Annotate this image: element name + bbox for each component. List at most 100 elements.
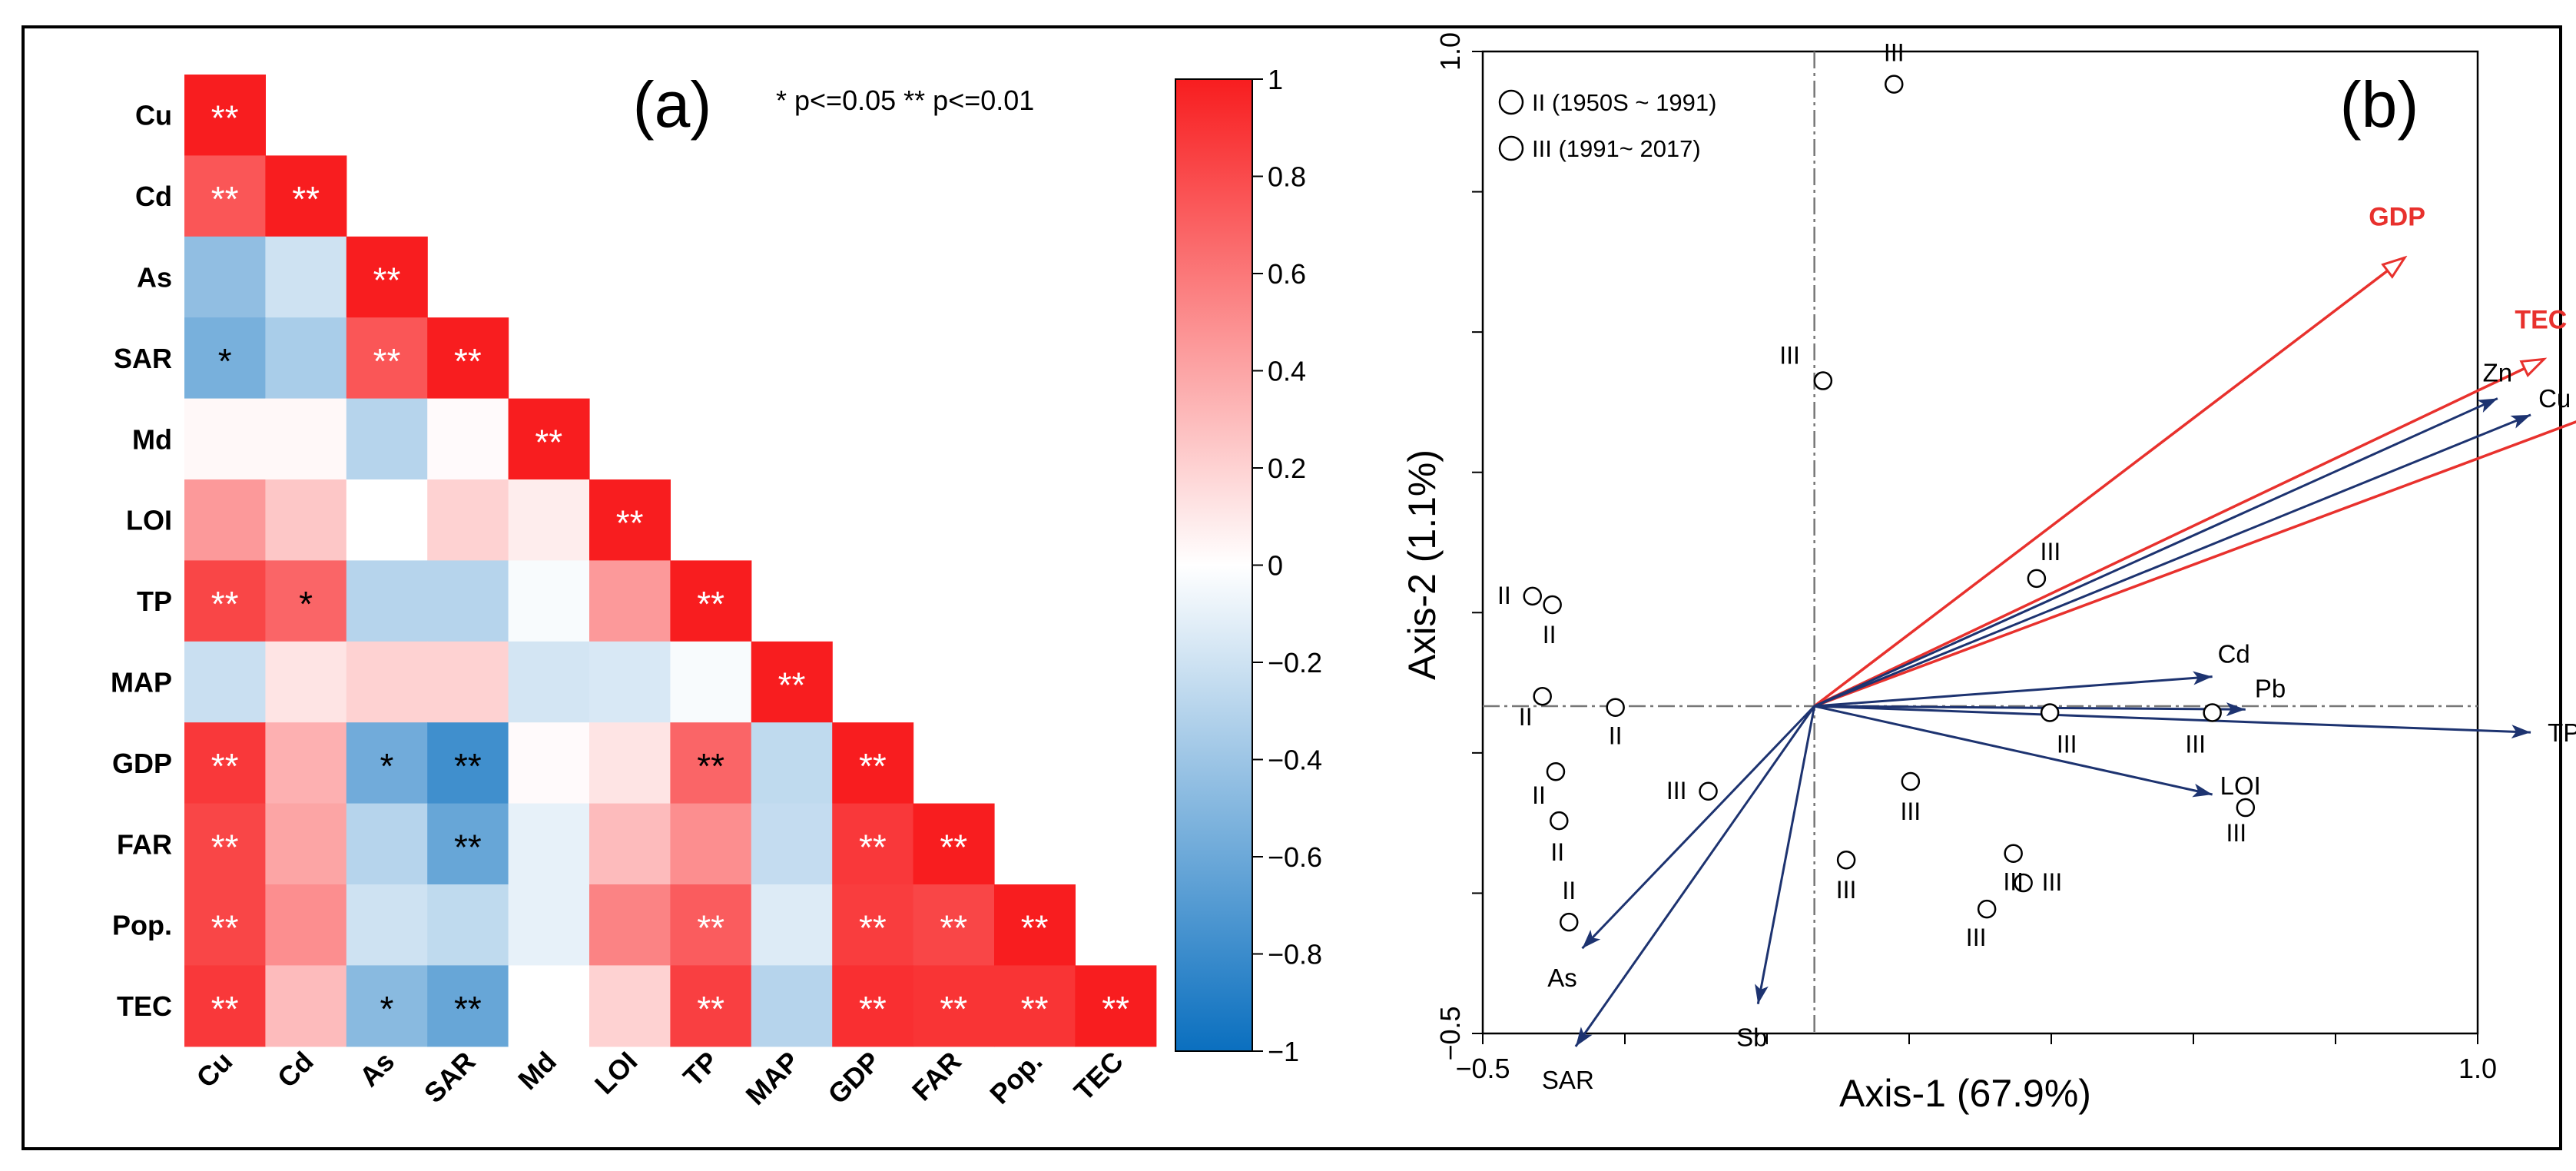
- arrow-label-Cd: Cd: [2218, 640, 2250, 668]
- significance-mark: **: [292, 179, 320, 219]
- heatmap-cell-GDP-As: [346, 722, 428, 804]
- significance-mark: **: [697, 746, 724, 786]
- sample-label: III: [2003, 868, 2024, 896]
- significance-mark: **: [211, 908, 239, 948]
- loading-arrow-TP: [1814, 705, 2531, 739]
- colorbar-tick-label: 1: [1268, 64, 1283, 95]
- heatmap-cell-Cd-Cu: [184, 155, 266, 237]
- arrow-label-SAR: SAR: [1542, 1066, 1594, 1094]
- heatmap-cell-MAP-LOI: [589, 641, 671, 723]
- heatmap-cell-TEC-Pop.: [994, 965, 1076, 1047]
- sample-label: II: [1550, 838, 1564, 866]
- sample-label: III: [1884, 39, 1905, 67]
- x-tick-label: 1.0: [2458, 1053, 2497, 1084]
- y-tick-label: −0.5: [1434, 1006, 1466, 1060]
- sample-label: III: [2057, 731, 2077, 758]
- heatmap-cell-TP-Cu: [184, 560, 266, 642]
- loading-arrow-LOI: [1814, 705, 2213, 798]
- heatmap-cell-TP-As: [346, 560, 428, 642]
- heatmap-cell-LOI-Md: [508, 479, 590, 561]
- colorbar-tick-label: −0.8: [1268, 939, 1322, 970]
- row-label-TP: TP: [137, 586, 172, 617]
- significance-mark: *: [218, 341, 232, 381]
- significance-mark: **: [778, 665, 806, 705]
- colorbar-tick-label: −0.4: [1268, 745, 1322, 776]
- heatmap-cell-TEC-As: [346, 965, 428, 1047]
- heatmap-cell-As-Cd: [265, 236, 347, 318]
- biplot-reference-lines: [1483, 51, 2478, 1033]
- significance-mark: **: [940, 827, 967, 867]
- row-label-Pop.: Pop.: [112, 910, 172, 941]
- legend-marker-ii: [1498, 89, 1524, 115]
- significance-mark: **: [211, 98, 239, 138]
- colorbar-tick-label: −1: [1268, 1036, 1299, 1067]
- biplot-axes-ticks: −0.5 1.0 1.0 −0.5: [1434, 32, 2497, 1084]
- heatmap-cell-TP-TP: [670, 560, 752, 642]
- significance-mark: **: [1021, 908, 1049, 948]
- loading-arrow-Zn: [1814, 397, 2498, 708]
- heatmap-cell-TP-SAR: [427, 560, 509, 642]
- heatmap-cell-GDP-Cd: [265, 722, 347, 804]
- significance-mark: *: [299, 584, 313, 624]
- heatmap-cell-As-Cu: [184, 236, 266, 318]
- sample-label: III: [1901, 798, 1921, 825]
- heatmap-cell-Md-As: [346, 398, 428, 480]
- sample-label: II: [1562, 877, 1576, 904]
- significance-mark: **: [859, 908, 887, 948]
- sample-point: [1543, 595, 1562, 615]
- heatmap-cell-GDP-Cu: [184, 722, 266, 804]
- loading-arrow-Cd: [1814, 671, 2213, 708]
- sample-label: III: [1836, 876, 1857, 904]
- legend-label-iii: III (1991~ 2017): [1532, 135, 1701, 162]
- significance-mark: **: [211, 584, 239, 624]
- heatmap-cell-LOI-Cu: [184, 479, 266, 561]
- heatmap-cell-SAR-Cu: [184, 317, 266, 400]
- row-label-As: As: [137, 262, 172, 294]
- heatmap-cell-MAP-SAR: [427, 641, 509, 723]
- colorbar: [1175, 78, 1253, 1052]
- heatmap-cell-Md-Md: [508, 398, 590, 480]
- heatmap-cell-TEC-GDP: [832, 965, 914, 1047]
- colorbar-tick-label: −0.6: [1268, 841, 1322, 873]
- arrow-label-Sb: Sb: [1736, 1023, 1767, 1052]
- significance-legend: * p<=0.05 ** p<=0.01: [776, 85, 1034, 116]
- heatmap-cell-TEC-TEC: [1075, 965, 1157, 1047]
- heatmap-cell-MAP-MAP: [751, 641, 833, 723]
- sample-label: II: [1609, 722, 1623, 750]
- heatmap-cell-Md-Cd: [265, 398, 347, 480]
- significance-mark: **: [211, 827, 239, 867]
- colorbar-ticks: 1 0.8 0.6 0.4 0.2 0 −0.2 −0.4 −0.6 −0.8 −1: [1252, 64, 1322, 1067]
- heatmap-cells: **** ***** ** ******** * ****** * ** ** **** ** ** *…: [184, 75, 1157, 1047]
- row-label-LOI: LOI: [126, 505, 172, 536]
- heatmap-cell-Cu-Cu: [184, 75, 266, 156]
- row-label-SAR: SAR: [114, 343, 172, 374]
- heatmap-cell-GDP-LOI: [589, 722, 671, 804]
- significance-mark: **: [940, 989, 967, 1029]
- heatmap-cell-FAR-TP: [670, 803, 752, 885]
- heatmap-cell-FAR-GDP: [832, 803, 914, 885]
- row-label-FAR: FAR: [117, 828, 172, 860]
- significance-mark: **: [211, 179, 239, 219]
- sample-point: [1523, 586, 1542, 606]
- sample-point: [1901, 771, 1921, 791]
- sample-point: [2004, 844, 2023, 863]
- sample-point: [1885, 75, 1904, 94]
- loading-arrow-Pop.: [1814, 420, 2576, 708]
- colorbar-tick-label: 0.8: [1268, 161, 1306, 193]
- sample-point: [1546, 761, 1566, 781]
- heatmap-cell-FAR-FAR: [913, 803, 995, 885]
- sample-point: [1813, 371, 1833, 390]
- sample-label: III: [2226, 819, 2246, 847]
- row-label-MAP: MAP: [111, 667, 172, 698]
- y-axis-title: Axis-2 (1.1%): [1401, 449, 1444, 680]
- heatmap-cell-GDP-MAP: [751, 722, 833, 804]
- sample-label: II: [1532, 781, 1546, 809]
- arrow-label-Cu: Cu: [2538, 384, 2571, 413]
- significance-mark: **: [697, 989, 724, 1029]
- sample-label: III: [1779, 342, 1800, 370]
- heatmap-cell-LOI-LOI: [589, 479, 671, 561]
- heatmap-cell-Md-Cu: [184, 398, 266, 480]
- sample-point: [1533, 686, 1552, 706]
- heatmap-cell-FAR-SAR: [427, 803, 509, 885]
